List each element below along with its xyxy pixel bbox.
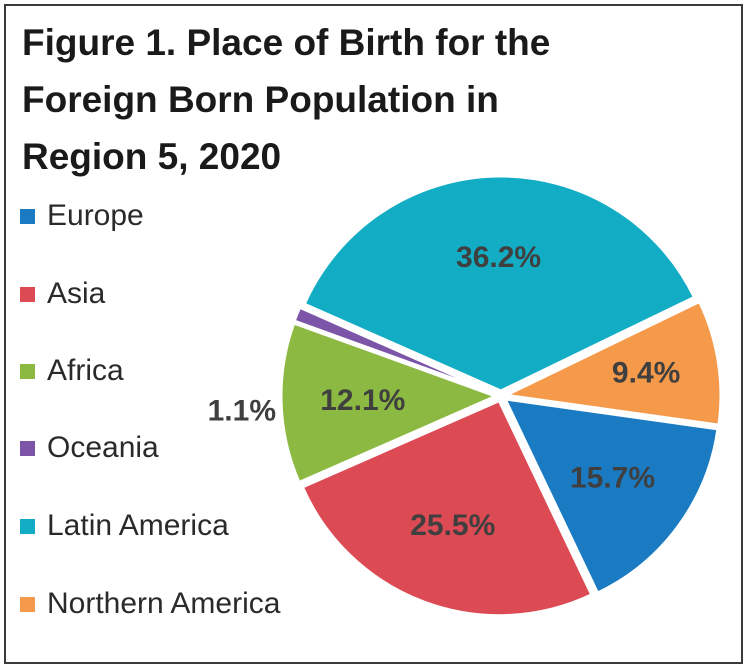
- chart-title-line-1: Figure 1. Place of Birth for the: [22, 22, 551, 63]
- legend-swatch-northern-america: [20, 596, 35, 612]
- chart-title: Figure 1. Place of Birth for the Foreign…: [22, 14, 582, 185]
- legend-swatch-latin-america: [20, 518, 35, 534]
- legend-item-northern-america: Northern America: [20, 584, 280, 624]
- legend-swatch-oceania: [20, 440, 35, 456]
- legend-label-africa: Africa: [47, 354, 124, 387]
- pie-slice-latin-america: [302, 174, 697, 393]
- legend-item-asia: Asia: [20, 274, 105, 314]
- legend-item-europe: Europe: [20, 196, 144, 236]
- legend-label-asia: Asia: [47, 277, 106, 310]
- data-label-northern-america: 9.4%: [612, 357, 680, 390]
- legend-label-northern-america: Northern America: [47, 587, 281, 620]
- legend-item-africa: Africa: [20, 351, 124, 391]
- data-label-africa: 12.1%: [320, 384, 405, 417]
- data-label-europe: 15.7%: [570, 461, 655, 494]
- data-label-asia: 25.5%: [410, 509, 495, 542]
- legend-label-oceania: Oceania: [47, 431, 159, 464]
- legend-swatch-asia: [20, 286, 35, 302]
- pie-slice-oceania: [292, 305, 497, 396]
- chart-title-line-3: Region 5, 2020: [22, 136, 282, 177]
- legend-item-oceania: Oceania: [20, 428, 159, 468]
- legend-swatch-europe: [20, 208, 35, 224]
- data-label-oceania: 1.1%: [208, 395, 276, 428]
- pie-slice-asia: [300, 398, 594, 618]
- legend-swatch-africa: [20, 363, 35, 379]
- legend-label-latin-america: Latin America: [47, 509, 229, 542]
- chart-title-line-2: Foreign Born Population in: [22, 79, 499, 120]
- pie-slice-europe: [502, 397, 720, 596]
- legend-label-europe: Europe: [47, 199, 144, 232]
- pie-slice-africa: [279, 321, 501, 485]
- legend-item-latin-america: Latin America: [20, 506, 229, 546]
- pie-slice-northern-america: [500, 299, 723, 427]
- data-label-latin-america: 36.2%: [456, 241, 541, 274]
